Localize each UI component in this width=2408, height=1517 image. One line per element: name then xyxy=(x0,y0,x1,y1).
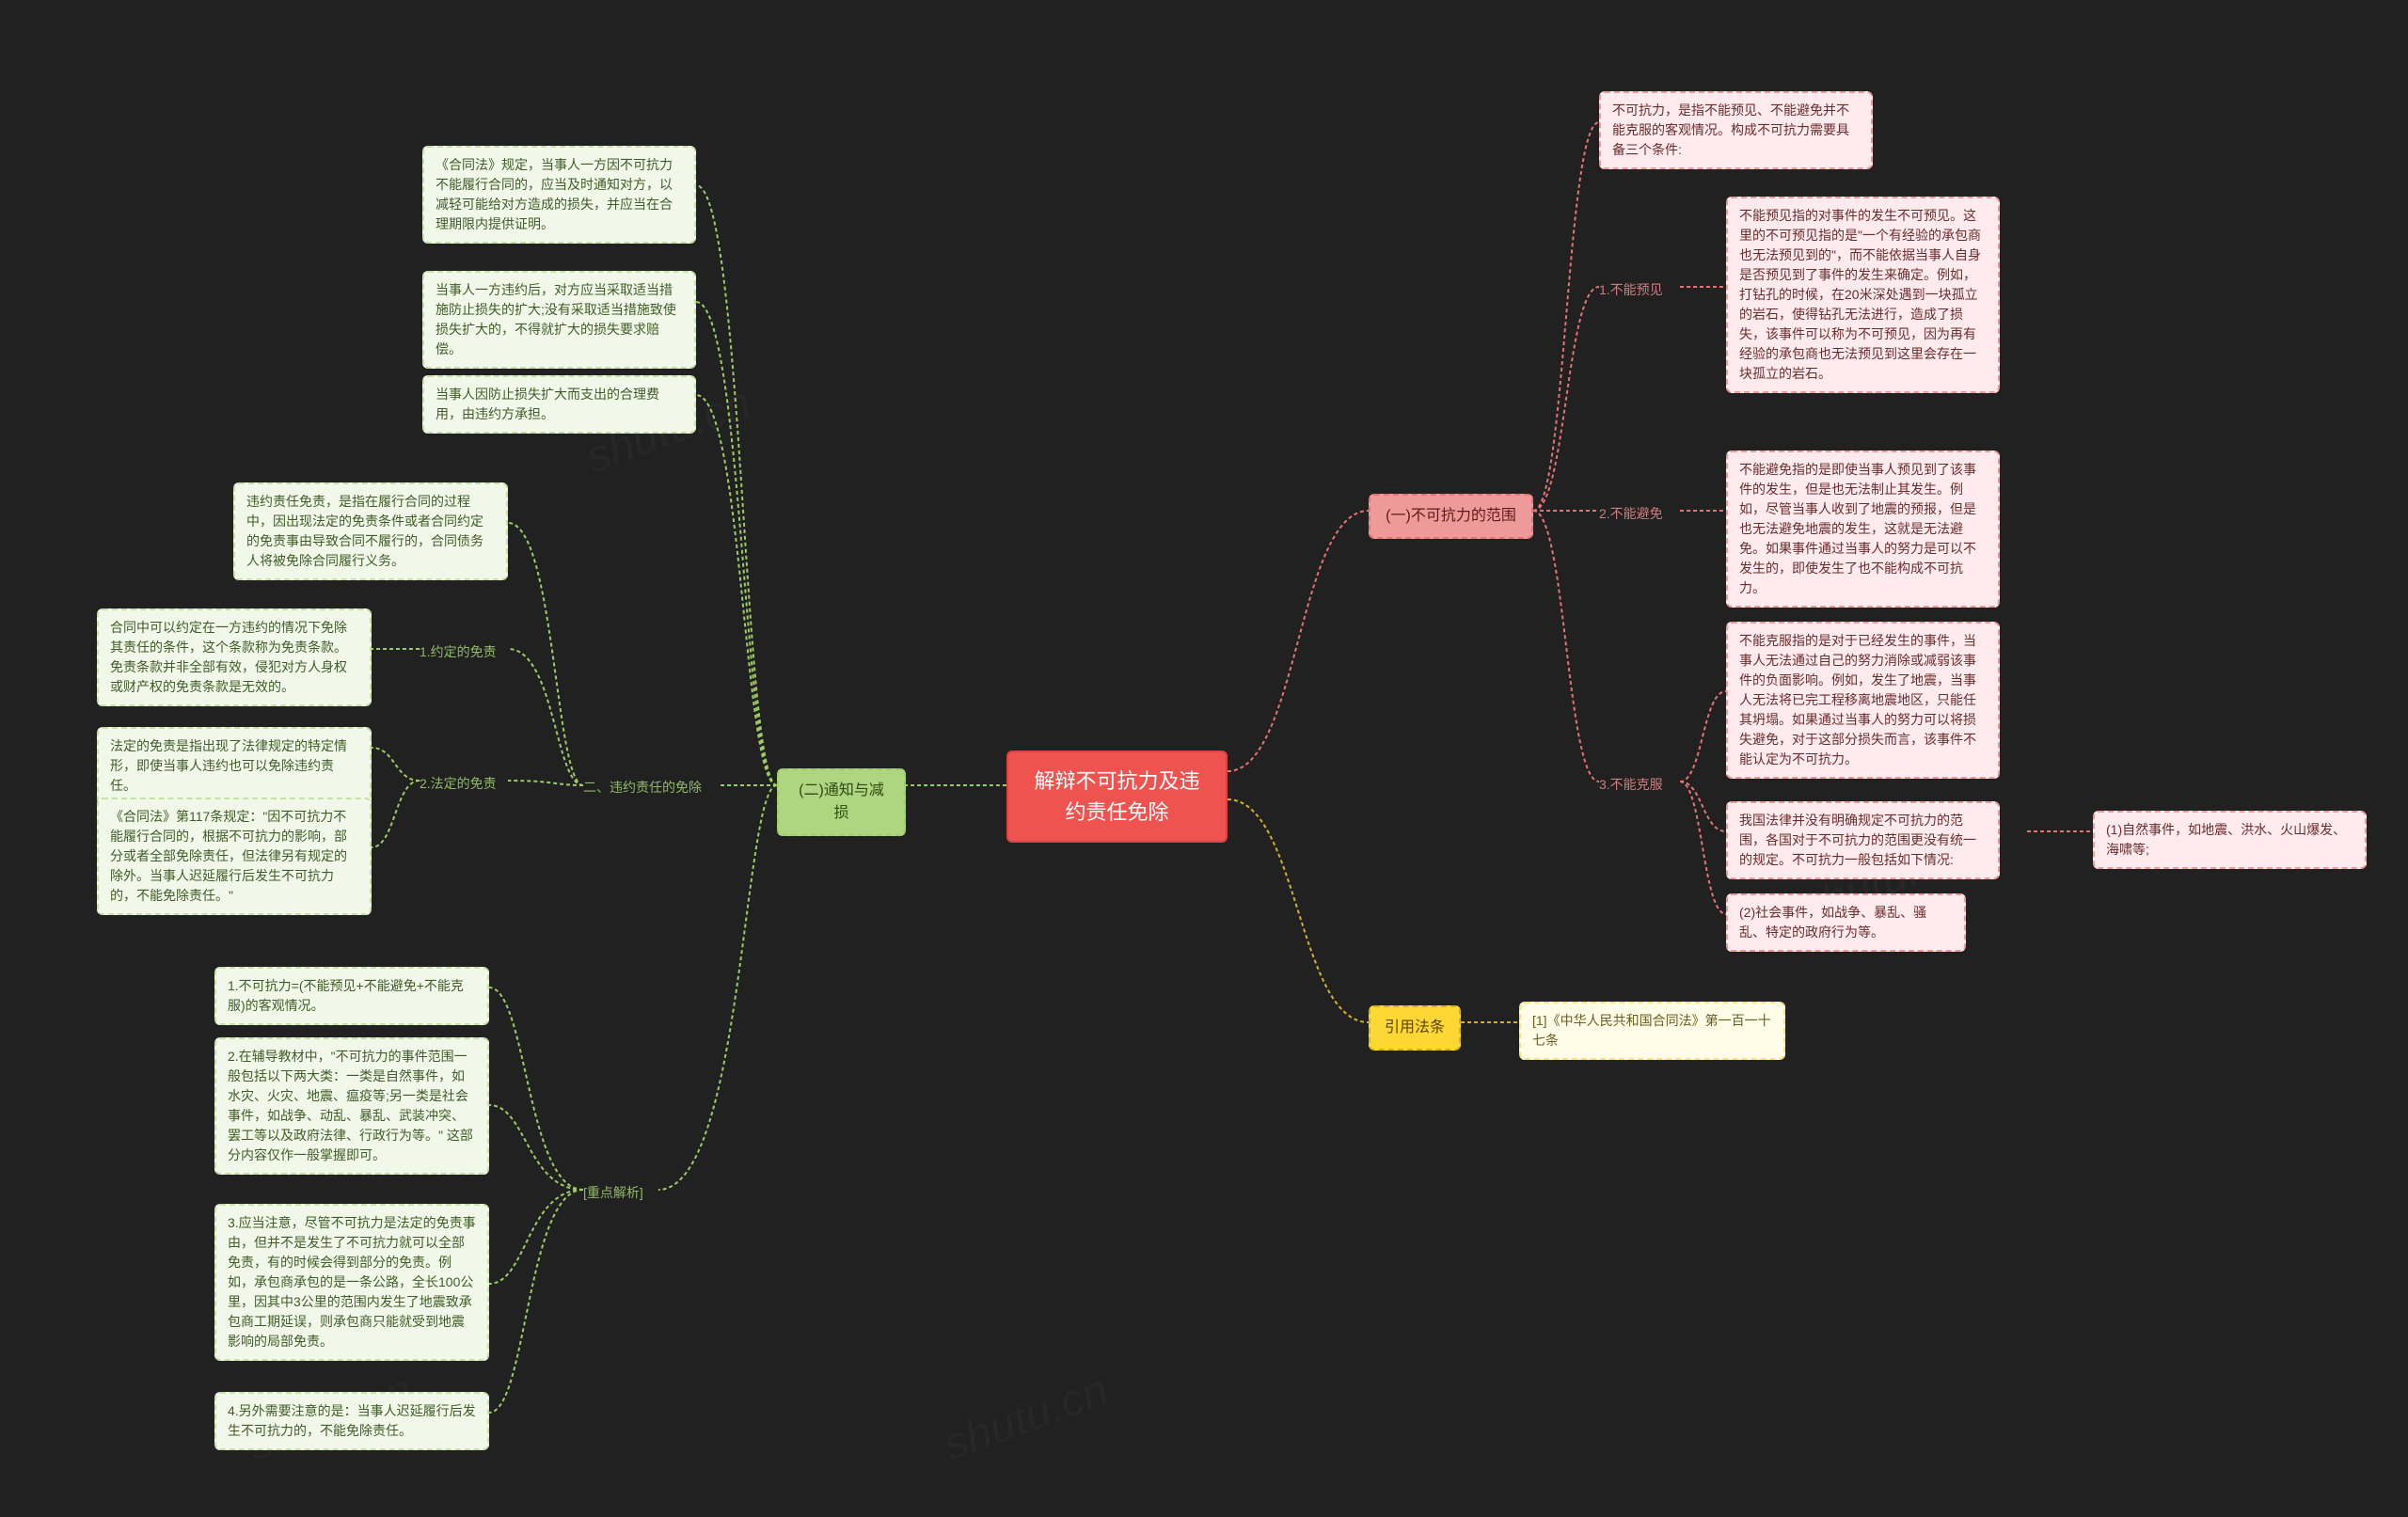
note-2-text: 当事人一方违约后，对方应当采取适当措施防止损失的扩大;没有采取适当措施致使损失扩… xyxy=(436,282,676,356)
r3-text[interactable]: 不能克服指的是对于已经发生的事件，当事人无法通过自己的努力消除或减弱该事件的负面… xyxy=(1726,622,2000,779)
note-3[interactable]: 当事人因防止损失扩大而支出的合理费用，由违约方承担。 xyxy=(422,375,696,434)
analysis-title[interactable]: [重点解析] xyxy=(583,1179,658,1207)
branch-notice[interactable]: (二)通知与减损 xyxy=(777,768,906,836)
note-1[interactable]: 《合同法》规定，当事人一方因不可抗力不能履行合同的，应当及时通知对方，以减轻可能… xyxy=(422,146,696,244)
branch-scope-label: (一)不可抗力的范围 xyxy=(1386,508,1516,524)
root-title: 解辩不可抗力及违约责任免除 xyxy=(1034,769,1199,824)
branch-law-label: 引用法条 xyxy=(1385,1019,1445,1035)
r2-title-text: 2.不能避免 xyxy=(1599,506,1663,521)
r1-title-text: 1.不能预见 xyxy=(1599,282,1663,297)
branch-scope[interactable]: (一)不可抗力的范围 xyxy=(1369,494,1533,539)
k2-text2[interactable]: 《合同法》第117条规定："因不可抗力不能履行合同的，根据不可抗力的影响，部分或… xyxy=(97,798,372,915)
analysis-3[interactable]: 3.应当注意，尽管不可抗力是法定的免责事由，但并不是发生了不可抗力就可以全部免责… xyxy=(214,1204,489,1361)
r3-note[interactable]: 我国法律并没有明确规定不可抗力的范围，各国对于不可抗力的范围更没有统一的规定。不… xyxy=(1726,801,2000,879)
k2-text2-content: 《合同法》第117条规定："因不可抗力不能履行合同的，根据不可抗力的影响，部分或… xyxy=(110,809,347,903)
law-text[interactable]: [1]《中华人民共和国合同法》第一百一十七条 xyxy=(1519,1002,1785,1060)
branch-law[interactable]: 引用法条 xyxy=(1369,1005,1461,1051)
r3-title-text: 3.不能克服 xyxy=(1599,777,1663,792)
right-intro[interactable]: 不可抗力，是指不能预见、不能避免并不能克服的客观情况。构成不可抗力需要具备三个条… xyxy=(1599,91,1873,169)
mindmap-canvas: shutu.cn shutu.cn shutu.cn shutu.cn shut… xyxy=(0,0,2408,1517)
k2-text1[interactable]: 法定的免责是指出现了法律规定的特定情形，即使当事人违约也可以免除违约责任。 xyxy=(97,727,372,805)
branch-notice-label: (二)通知与减损 xyxy=(799,782,884,821)
analysis-1-text: 1.不可抗力=(不能预见+不能避免+不能克服)的客观情况。 xyxy=(228,978,464,1013)
r3-b[interactable]: (2)社会事件，如战争、暴乱、骚乱、特定的政府行为等。 xyxy=(1726,893,1966,952)
root-node[interactable]: 解辩不可抗力及违约责任免除 xyxy=(1006,751,1228,843)
r3-note-text: 我国法律并没有明确规定不可抗力的范围，各国对于不可抗力的范围更没有统一的规定。不… xyxy=(1739,813,1976,867)
k2-title[interactable]: 2.法定的免责 xyxy=(420,770,508,798)
k2-title-text: 2.法定的免责 xyxy=(420,776,497,791)
r3-title[interactable]: 3.不能克服 xyxy=(1599,771,1680,798)
note-2[interactable]: 当事人一方违约后，对方应当采取适当措施防止损失的扩大;没有采取适当措施致使损失扩… xyxy=(422,271,696,369)
analysis-4-text: 4.另外需要注意的是：当事人迟延履行后发生不可抗力的，不能免除责任。 xyxy=(228,1403,476,1438)
r2-text-content: 不能避免指的是即使当事人预见到了该事件的发生，但是也无法制止其发生。例如，尽管当… xyxy=(1739,462,1976,595)
k1-text-content: 合同中可以约定在一方违约的情况下免除其责任的条件，这个条款称为免责条款。免责条款… xyxy=(110,620,347,694)
r2-text[interactable]: 不能避免指的是即使当事人预见到了该事件的发生，但是也无法制止其发生。例如，尽管当… xyxy=(1726,450,2000,608)
k2-text1-content: 法定的免责是指出现了法律规定的特定情形，即使当事人违约也可以免除违约责任。 xyxy=(110,738,347,793)
analysis-2[interactable]: 2.在辅导教材中，"不可抗力的事件范围一般包括以下两大类：一类是自然事件，如水灾… xyxy=(214,1037,489,1175)
analysis-3-text: 3.应当注意，尽管不可抗力是法定的免责事由，但并不是发生了不可抗力就可以全部免责… xyxy=(228,1215,476,1349)
k1-text[interactable]: 合同中可以约定在一方违约的情况下免除其责任的条件，这个条款称为免责条款。免责条款… xyxy=(97,608,372,706)
mid-title-text: 二、违约责任的免除 xyxy=(583,780,702,795)
mid-intro[interactable]: 违约责任免责，是指在履行合同的过程中，因出现法定的免责条件或者合同约定的免责事由… xyxy=(233,482,508,580)
mid-title[interactable]: 二、违约责任的免除 xyxy=(583,774,720,801)
analysis-title-text: [重点解析] xyxy=(583,1185,643,1200)
r3-a[interactable]: (1)自然事件，如地震、洪水、火山爆发、海啸等; xyxy=(2093,811,2367,869)
watermark: shutu.cn xyxy=(937,1365,1115,1472)
analysis-2-text: 2.在辅导教材中，"不可抗力的事件范围一般包括以下两大类：一类是自然事件，如水灾… xyxy=(228,1049,473,1162)
r1-title[interactable]: 1.不能预见 xyxy=(1599,277,1680,304)
r2-title[interactable]: 2.不能避免 xyxy=(1599,500,1680,528)
k1-title-text: 1.约定的免责 xyxy=(420,644,497,659)
analysis-1[interactable]: 1.不可抗力=(不能预见+不能避免+不能克服)的客观情况。 xyxy=(214,967,489,1025)
note-1-text: 《合同法》规定，当事人一方因不可抗力不能履行合同的，应当及时通知对方，以减轻可能… xyxy=(436,157,673,231)
r3-text-content: 不能克服指的是对于已经发生的事件，当事人无法通过自己的努力消除或减弱该事件的负面… xyxy=(1739,633,1976,766)
mid-intro-text: 违约责任免责，是指在履行合同的过程中，因出现法定的免责条件或者合同约定的免责事由… xyxy=(246,494,483,568)
law-text-content: [1]《中华人民共和国合同法》第一百一十七条 xyxy=(1532,1013,1771,1048)
k1-title[interactable]: 1.约定的免责 xyxy=(420,639,508,666)
analysis-4[interactable]: 4.另外需要注意的是：当事人迟延履行后发生不可抗力的，不能免除责任。 xyxy=(214,1392,489,1450)
note-3-text: 当事人因防止损失扩大而支出的合理费用，由违约方承担。 xyxy=(436,387,659,421)
r1-text[interactable]: 不能预见指的对事件的发生不可预见。这里的不可预见指的是"一个有经验的承包商也无法… xyxy=(1726,197,2000,393)
right-intro-text: 不可抗力，是指不能预见、不能避免并不能克服的客观情况。构成不可抗力需要具备三个条… xyxy=(1612,103,1849,157)
r3-b-text: (2)社会事件，如战争、暴乱、骚乱、特定的政府行为等。 xyxy=(1739,905,1926,940)
r3-a-text: (1)自然事件，如地震、洪水、火山爆发、海啸等; xyxy=(2106,822,2346,857)
r1-text-content: 不能预见指的对事件的发生不可预见。这里的不可预见指的是"一个有经验的承包商也无法… xyxy=(1739,208,1981,381)
